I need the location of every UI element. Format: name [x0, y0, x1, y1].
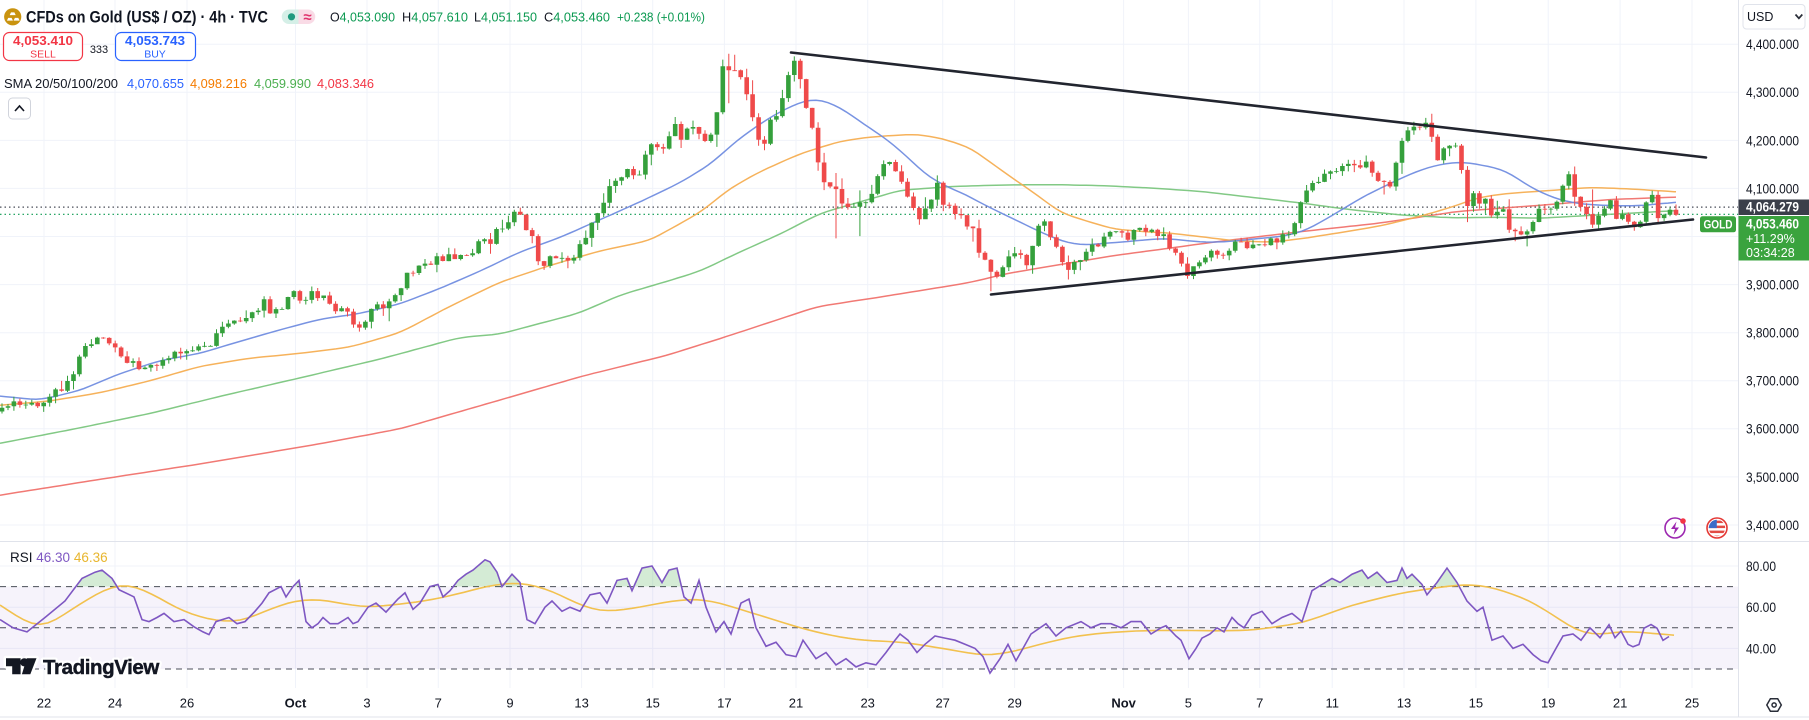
- svg-text:9: 9: [506, 696, 513, 711]
- svg-text:CFDs on Gold (US$ / OZ) · 4h ·: CFDs on Gold (US$ / OZ) · 4h · TVC: [26, 9, 268, 27]
- svg-text:7: 7: [1256, 696, 1263, 711]
- svg-text:3,600.000: 3,600.000: [1746, 421, 1799, 437]
- svg-text:60.00: 60.00: [1746, 599, 1776, 615]
- svg-text:29: 29: [1007, 696, 1021, 711]
- svg-text:+0.238 (+0.01%): +0.238 (+0.01%): [617, 10, 705, 25]
- svg-text:≈: ≈: [303, 9, 311, 26]
- svg-text:17: 17: [717, 696, 731, 711]
- svg-text:21: 21: [1613, 696, 1627, 711]
- svg-text:4,053.410: 4,053.410: [13, 33, 73, 48]
- svg-text:19: 19: [1541, 696, 1555, 711]
- svg-text:BUY: BUY: [144, 49, 166, 61]
- svg-text:O4,053.090: O4,053.090: [330, 10, 395, 25]
- svg-text:4,200.000: 4,200.000: [1746, 132, 1799, 148]
- svg-text:25: 25: [1685, 696, 1699, 711]
- svg-text:80.00: 80.00: [1746, 558, 1776, 574]
- svg-text:3,500.000: 3,500.000: [1746, 469, 1799, 485]
- svg-text:GOLD: GOLD: [1704, 218, 1733, 232]
- svg-text:3,900.000: 3,900.000: [1746, 277, 1799, 293]
- svg-text:15: 15: [1469, 696, 1483, 711]
- svg-text:4,053.743: 4,053.743: [125, 33, 185, 48]
- svg-text:3,800.000: 3,800.000: [1746, 325, 1799, 341]
- svg-text:27: 27: [935, 696, 949, 711]
- svg-text:TradingView: TradingView: [43, 656, 159, 679]
- svg-text:C4,053.460: C4,053.460: [544, 10, 610, 25]
- svg-text:40.00: 40.00: [1746, 640, 1776, 656]
- svg-text:4,053.460: 4,053.460: [1746, 217, 1799, 232]
- svg-text:21: 21: [789, 696, 803, 711]
- svg-text:7: 7: [435, 696, 442, 711]
- svg-text:4,400.000: 4,400.000: [1746, 36, 1799, 52]
- svg-text:03:34:28: 03:34:28: [1746, 246, 1795, 260]
- svg-text:4,083.346: 4,083.346: [317, 76, 374, 91]
- svg-text:+11.29%: +11.29%: [1746, 232, 1795, 246]
- svg-text:USD: USD: [1747, 10, 1773, 24]
- svg-text:11: 11: [1325, 696, 1339, 711]
- svg-text:3,400.000: 3,400.000: [1746, 517, 1799, 533]
- svg-text:4,100.000: 4,100.000: [1746, 180, 1799, 196]
- svg-text:SMA 20/50/100/200: SMA 20/50/100/200: [4, 76, 118, 91]
- svg-text:24: 24: [108, 696, 122, 711]
- svg-text:5: 5: [1185, 696, 1192, 711]
- svg-text:SELL: SELL: [30, 49, 56, 61]
- svg-text:4,059.990: 4,059.990: [254, 76, 311, 91]
- svg-text:4,098.216: 4,098.216: [190, 76, 247, 91]
- svg-text:15: 15: [645, 696, 659, 711]
- svg-text:4,300.000: 4,300.000: [1746, 84, 1799, 100]
- svg-text:TradingView: TradingView: [43, 656, 159, 679]
- svg-text:4,070.655: 4,070.655: [127, 76, 184, 91]
- svg-text:Nov: Nov: [1111, 696, 1136, 711]
- svg-text:26: 26: [180, 696, 194, 711]
- svg-text:4,064.279: 4,064.279: [1746, 200, 1799, 215]
- svg-text:13: 13: [574, 696, 588, 711]
- svg-text:Oct: Oct: [285, 696, 307, 711]
- svg-text:23: 23: [860, 696, 874, 711]
- svg-text:RSI 46.30 46.36: RSI 46.30 46.36: [10, 550, 108, 565]
- svg-text:333: 333: [90, 44, 108, 56]
- svg-text:3,700.000: 3,700.000: [1746, 373, 1799, 389]
- svg-text:H4,057.610: H4,057.610: [402, 10, 468, 25]
- svg-text:3: 3: [363, 696, 370, 711]
- svg-text:22: 22: [37, 696, 51, 711]
- svg-text:L4,051.150: L4,051.150: [474, 10, 537, 25]
- svg-text:13: 13: [1397, 696, 1411, 711]
